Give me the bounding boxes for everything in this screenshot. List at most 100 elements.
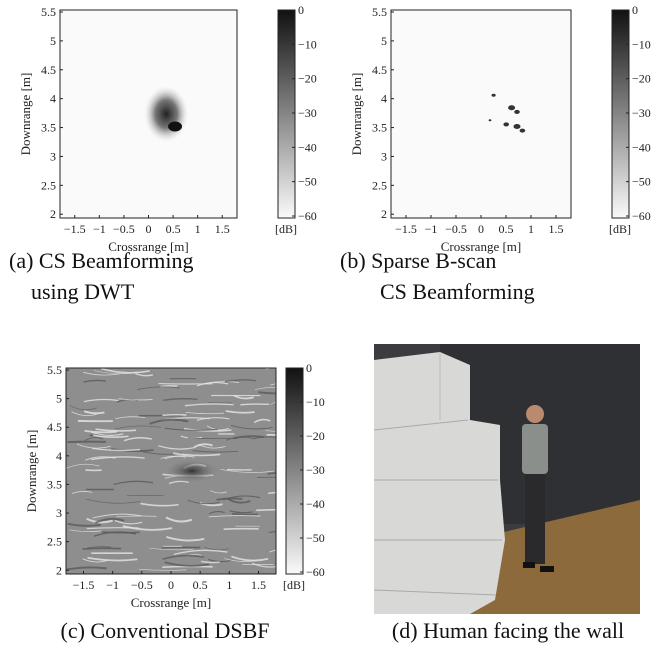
heatmap-blob — [144, 86, 189, 142]
heatmap-spot — [514, 109, 520, 114]
heatmap-streak — [208, 515, 261, 518]
x-tick-label: 0.5 — [193, 578, 208, 592]
colorbar-tick-label: −40 — [306, 497, 325, 511]
caption: (a) CS Beamforming — [9, 248, 194, 273]
heatmap-streak — [114, 425, 162, 430]
heatmap-streak — [138, 569, 187, 571]
heatmap-streak — [253, 418, 271, 424]
heatmap-streak — [116, 515, 157, 518]
heatmap-streak — [87, 546, 112, 549]
x-axis-label: Crossrange [m] — [441, 239, 522, 254]
heatmap-streak — [92, 513, 142, 519]
y-tick-label: 5 — [50, 34, 56, 48]
heatmap-streak — [135, 373, 154, 377]
y-tick-label: 3 — [50, 149, 56, 163]
heatmap-streak — [269, 549, 276, 553]
heatmap-streak — [69, 529, 102, 532]
y-tick-label: 5.5 — [372, 5, 387, 19]
heatmap-streak — [158, 445, 196, 450]
heatmap-streak — [185, 412, 225, 415]
heatmap-streak — [100, 368, 150, 374]
colorbar-unit: [dB] — [275, 222, 297, 236]
heatmap-streak — [268, 531, 276, 534]
colorbar-tick-label: −10 — [632, 37, 651, 51]
x-tick-label: 1 — [528, 222, 534, 236]
heatmap-streak — [187, 437, 238, 440]
colorbar-tick-label: 0 — [632, 3, 638, 17]
heatmap-streak — [83, 379, 106, 383]
heatmap-streak — [216, 497, 243, 501]
heatmap-streak — [162, 414, 187, 417]
y-tick-label: 2.5 — [41, 178, 56, 192]
colorbar-tick-label: −30 — [298, 106, 317, 120]
heatmap-streak — [270, 383, 276, 386]
x-tick-label: 1 — [195, 222, 201, 236]
x-tick-label: 1.5 — [251, 578, 266, 592]
heatmap-streak — [111, 448, 154, 453]
heatmap-streak — [204, 546, 229, 551]
colorbar-tick-label: −10 — [298, 37, 317, 51]
heatmap-streak — [196, 381, 229, 387]
colorbar-tick-label: −40 — [298, 140, 317, 154]
heatmap-streak — [71, 411, 98, 417]
y-tick-label: 4.5 — [47, 420, 62, 434]
heatmap-streak — [85, 456, 116, 461]
heatmap-streak — [240, 403, 270, 406]
heatmap-streak — [94, 370, 139, 375]
heatmap-streak — [206, 425, 230, 431]
x-tick-label: 0.5 — [166, 222, 181, 236]
heatmap-streak — [192, 450, 239, 453]
heatmap-streak — [84, 437, 104, 442]
heatmap-streak — [86, 498, 141, 504]
colorbar-tick-label: −20 — [632, 72, 651, 86]
y-axis-label: Downrange [m] — [18, 73, 33, 156]
heatmap-streak — [164, 561, 210, 567]
caption: (d) Human facing the wall — [392, 618, 624, 643]
heatmap-streak — [66, 566, 107, 571]
heatmap-streak — [149, 418, 189, 425]
heatmap-streak — [94, 517, 125, 524]
heatmap-streak — [270, 401, 276, 405]
heatmap-streak — [172, 452, 221, 457]
heatmap-blob — [164, 459, 220, 483]
heatmap-streak — [173, 549, 228, 556]
y-tick-label: 2 — [56, 563, 62, 577]
heatmap-streak — [140, 502, 179, 507]
photo — [373, 344, 640, 614]
y-tick-label: 4.5 — [41, 63, 56, 77]
x-axis-label: Crossrange [m] — [108, 239, 189, 254]
heatmap-streak — [91, 447, 141, 452]
x-tick-label: 1.5 — [215, 222, 230, 236]
heatmap-streak — [267, 491, 276, 495]
y-axis-label: Downrange [m] — [24, 430, 39, 513]
heatmap-streak — [193, 443, 213, 448]
heatmap-streak — [165, 516, 193, 523]
y-tick-label: 3 — [381, 149, 387, 163]
x-tick-label: 0.5 — [499, 222, 514, 236]
heatmap-streak — [164, 427, 218, 431]
heatmap-streak — [225, 410, 255, 414]
caption: using DWT — [31, 279, 135, 304]
heatmap-streak — [265, 430, 276, 432]
colorbar-unit: [dB] — [609, 222, 631, 236]
y-tick-label: 5 — [381, 34, 387, 48]
y-tick-label: 3.5 — [372, 121, 387, 135]
heatmap-streak — [83, 398, 119, 403]
heatmap-spot — [513, 123, 521, 129]
x-tick-label: −1 — [425, 222, 438, 236]
heatmap-streak — [231, 513, 259, 516]
heatmap-streak — [256, 508, 276, 512]
y-tick-label: 5 — [56, 392, 62, 406]
heatmap-streak — [183, 428, 232, 432]
heatmap-streak — [163, 397, 198, 401]
heatmap-streak — [229, 510, 253, 514]
colorbar-tick-label: −60 — [632, 209, 651, 223]
colorbar-tick-label: −10 — [306, 395, 325, 409]
heatmap-streak — [233, 394, 255, 400]
y-tick-label: 2 — [381, 207, 387, 221]
colorbar — [277, 9, 296, 219]
heatmap-streak — [71, 491, 93, 494]
x-tick-label: −0.5 — [113, 222, 135, 236]
heatmap-spot — [508, 105, 516, 111]
